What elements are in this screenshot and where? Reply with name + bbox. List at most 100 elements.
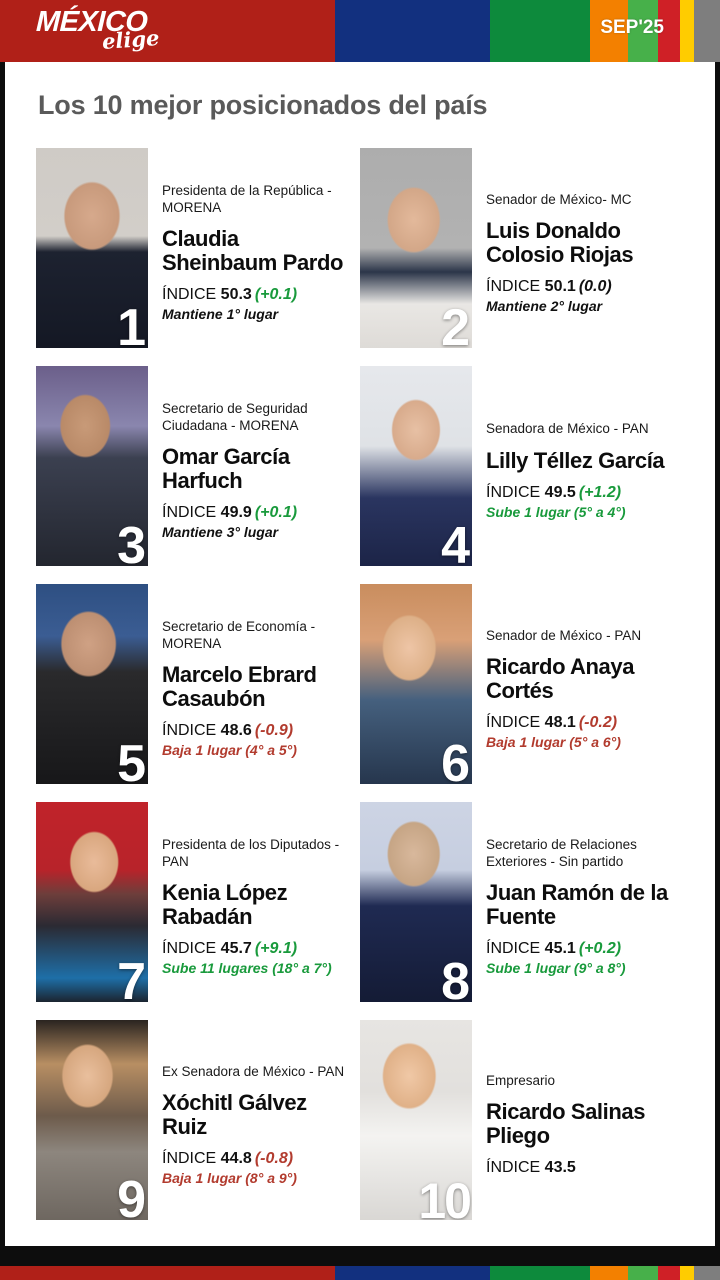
movement-note: Sube 1 lugar (5° a 4°) bbox=[486, 503, 626, 520]
person-name: Ricardo Anaya Cortés bbox=[486, 654, 635, 703]
person-name: Juan Ramón de la Fuente bbox=[486, 880, 668, 929]
stripe-red2 bbox=[658, 0, 680, 62]
index-label: ÍNDICE bbox=[486, 1159, 545, 1177]
rank-number: 9 bbox=[117, 1171, 146, 1220]
index-value: 49.5 bbox=[544, 484, 576, 502]
movement-note: Baja 1 lugar (4° a 5°) bbox=[162, 741, 297, 758]
person-role: Senador de México- MC bbox=[486, 191, 632, 207]
person-name: Ricardo Salinas Pliego bbox=[486, 1099, 646, 1148]
index-label: ÍNDICE bbox=[162, 940, 221, 958]
index-delta: (+0.1) bbox=[254, 504, 298, 522]
portrait-image bbox=[36, 802, 148, 1002]
entry-info: Presidenta de la República - MORENA Claud… bbox=[148, 148, 360, 358]
stripe-lightgreen bbox=[628, 0, 658, 62]
ranking-entry-8[interactable]: 8 Secretario de Relaciones Exteriores - S… bbox=[360, 794, 715, 1012]
index-delta: (-0.9) bbox=[254, 722, 294, 740]
ranking-entry-4[interactable]: 4 Senadora de México - PAN Lilly Téllez Ga… bbox=[360, 358, 715, 576]
index-delta: (+0.2) bbox=[578, 940, 622, 958]
entry-info: Secretario de Relaciones Exteriores - Si… bbox=[472, 802, 715, 1012]
index-line: ÍNDICE 43.5 bbox=[486, 1159, 707, 1177]
ranking-row: 7 Presidenta de los Diputados - PAN Kenia … bbox=[5, 794, 715, 1012]
movement-note: Sube 11 lugares (18° a 7°) bbox=[162, 959, 332, 976]
ranking-entry-6[interactable]: 6 Senador de México - PAN Ricardo Anaya Co… bbox=[360, 576, 715, 794]
index-value: 48.1 bbox=[544, 714, 576, 732]
rank-number: 2 bbox=[441, 299, 470, 348]
index-label: ÍNDICE bbox=[162, 504, 221, 522]
portrait-image bbox=[36, 584, 148, 784]
stripe-yellow bbox=[680, 0, 694, 62]
portrait-10: 10 bbox=[360, 1020, 472, 1220]
ranking-row: 1 Presidenta de la República - MORENA Clau… bbox=[5, 140, 715, 358]
stripe-gray bbox=[694, 0, 720, 62]
movement-note: Mantiene 1° lugar bbox=[162, 305, 279, 322]
person-name: Marcelo Ebrard Casaubón bbox=[162, 662, 317, 711]
portrait-image bbox=[360, 1020, 472, 1220]
stripe-green bbox=[490, 1266, 590, 1280]
stripe-orange bbox=[590, 0, 628, 62]
ranking-entry-9[interactable]: 9 Ex Senadora de México - PAN Xóchitl Gálv… bbox=[5, 1012, 360, 1230]
portrait-image bbox=[36, 148, 148, 348]
index-value: 44.8 bbox=[220, 1150, 252, 1168]
portrait-9: 9 bbox=[36, 1020, 148, 1220]
person-role: Secretario de Relaciones Exteriores - Si… bbox=[486, 837, 637, 869]
stripe-yellow bbox=[680, 1266, 694, 1280]
portrait-1: 1 bbox=[36, 148, 148, 348]
index-line: ÍNDICE 50.1 (0.0) bbox=[486, 278, 707, 296]
index-label: ÍNDICE bbox=[162, 286, 221, 304]
entry-info: Secretario de Economía - MORENA Marcelo E… bbox=[148, 584, 360, 794]
rank-number: 10 bbox=[418, 1173, 472, 1220]
portrait-5: 5 bbox=[36, 584, 148, 784]
ranking-entry-2[interactable]: 2 Senador de México- MC Luis Donaldo Colos… bbox=[360, 140, 715, 358]
entry-info: Ex Senadora de México - PAN Xóchitl Gálve… bbox=[148, 1020, 360, 1230]
ranking-entry-3[interactable]: 3 Secretario de Seguridad Ciudadana - MOR… bbox=[5, 358, 360, 576]
portrait-image bbox=[360, 584, 472, 784]
footer-spacer bbox=[0, 1246, 720, 1266]
movement-note: Mantiene 2° lugar bbox=[486, 297, 603, 314]
period-badge: SEP'25 bbox=[600, 17, 664, 38]
ranking-entry-1[interactable]: 1 Presidenta de la República - MORENA Clau… bbox=[5, 140, 360, 358]
index-label: ÍNDICE bbox=[162, 1150, 221, 1168]
portrait-4: 4 bbox=[360, 366, 472, 566]
index-line: ÍNDICE 48.6 (-0.9) bbox=[162, 722, 352, 740]
person-name: Xóchitl Gálvez Ruiz bbox=[162, 1090, 307, 1139]
person-role: Senadora de México - PAN bbox=[486, 421, 649, 437]
rank-number: 4 bbox=[441, 517, 470, 566]
portrait-image bbox=[36, 366, 148, 566]
rank-number: 3 bbox=[117, 517, 146, 566]
header-color-bar bbox=[0, 0, 720, 62]
ranking-grid: 1 Presidenta de la República - MORENA Clau… bbox=[5, 140, 715, 1230]
stripe-green bbox=[490, 0, 590, 62]
entry-info: Secretario de Seguridad Ciudadana - MORE… bbox=[148, 366, 360, 576]
portrait-image bbox=[360, 148, 472, 348]
portrait-2: 2 bbox=[360, 148, 472, 348]
index-line: ÍNDICE 49.5 (+1.2) bbox=[486, 484, 707, 502]
entry-info: Empresario Ricardo Salinas Pliego ÍNDICE 4… bbox=[472, 1020, 715, 1230]
portrait-8: 8 bbox=[360, 802, 472, 1002]
index-delta: (+9.1) bbox=[254, 940, 298, 958]
content-sheet: Los 10 mejor posicionados del país 1 Pres… bbox=[5, 62, 715, 1246]
stripe-blue bbox=[335, 1266, 490, 1280]
portrait-3: 3 bbox=[36, 366, 148, 566]
ranking-row: 3 Secretario de Seguridad Ciudadana - MOR… bbox=[5, 358, 715, 576]
person-name: Omar García Harfuch bbox=[162, 444, 290, 493]
ranking-entry-10[interactable]: 10 Empresario Ricardo Salinas Pliego ÍNDICE… bbox=[360, 1012, 715, 1230]
person-role: Presidenta de la República - MORENA bbox=[162, 183, 332, 215]
index-line: ÍNDICE 49.9 (+0.1) bbox=[162, 504, 352, 522]
page-title: Los 10 mejor posicionados del país bbox=[38, 90, 488, 120]
person-role: Presidenta de los Diputados - PAN bbox=[162, 837, 340, 869]
stripe-gray bbox=[694, 1266, 720, 1280]
stripe-red bbox=[0, 1266, 335, 1280]
ranking-entry-7[interactable]: 7 Presidenta de los Diputados - PAN Kenia … bbox=[5, 794, 360, 1012]
index-line: ÍNDICE 44.8 (-0.8) bbox=[162, 1150, 352, 1168]
movement-note: Sube 1 lugar (9° a 8°) bbox=[486, 959, 626, 976]
index-value: 49.9 bbox=[220, 504, 252, 522]
ranking-entry-5[interactable]: 5 Secretario de Economía - MORENA Marcelo … bbox=[5, 576, 360, 794]
index-label: ÍNDICE bbox=[486, 278, 545, 296]
index-value: 45.7 bbox=[220, 940, 252, 958]
index-value: 45.1 bbox=[544, 940, 576, 958]
rank-number: 5 bbox=[117, 735, 146, 784]
index-line: ÍNDICE 45.1 (+0.2) bbox=[486, 940, 707, 958]
portrait-6: 6 bbox=[360, 584, 472, 784]
rank-number: 7 bbox=[117, 953, 146, 1002]
